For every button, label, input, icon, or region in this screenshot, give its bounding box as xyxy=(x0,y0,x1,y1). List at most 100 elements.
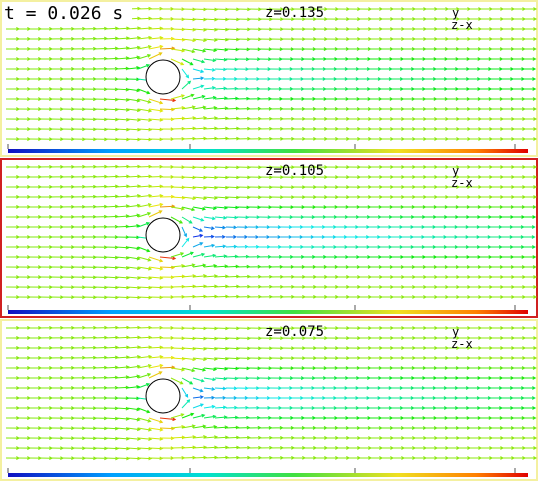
flow-arrow xyxy=(523,366,537,370)
flow-arrow xyxy=(292,235,304,239)
flow-arrow xyxy=(192,367,207,372)
flow-arrow xyxy=(281,235,293,239)
flow-arrow xyxy=(523,225,536,229)
flow-arrow xyxy=(270,235,282,239)
flow-arrow xyxy=(192,424,207,429)
flow-arrow xyxy=(236,244,249,249)
flow-arrow xyxy=(148,371,163,379)
vector-field xyxy=(5,325,538,461)
flow-arrow xyxy=(203,414,217,419)
flow-arrow xyxy=(236,225,249,230)
flow-arrow xyxy=(203,226,215,231)
flow-arrow xyxy=(214,205,229,210)
flow-arrow xyxy=(192,387,204,393)
flow-arrow xyxy=(214,254,228,259)
flow-arrow xyxy=(126,55,141,60)
flow-arrow xyxy=(170,58,185,66)
flow-arrow xyxy=(203,216,216,221)
cylinder xyxy=(145,217,181,253)
flow-arrow xyxy=(523,57,537,61)
flow-arrow xyxy=(115,245,130,250)
flow-arrow xyxy=(192,94,206,100)
flow-arrow xyxy=(148,52,163,60)
axis-side-label: z-x xyxy=(451,337,473,351)
flow-arrow xyxy=(225,264,240,269)
flow-arrow xyxy=(225,215,239,220)
flow-arrow xyxy=(181,412,195,419)
flow-arrow xyxy=(170,94,186,100)
flow-arrow xyxy=(203,264,218,268)
flow-arrow xyxy=(270,396,282,400)
flow-arrow xyxy=(523,47,537,51)
flow-arrow xyxy=(236,396,249,400)
flow-arrow xyxy=(170,216,184,224)
flow-arrow xyxy=(523,67,537,71)
flow-arrow xyxy=(181,80,192,90)
flow-arrow xyxy=(181,237,190,248)
flow-arrow xyxy=(192,377,205,383)
flow-arrow xyxy=(192,263,207,268)
flow-arrow xyxy=(203,48,218,53)
flow-arrow xyxy=(192,226,204,232)
flow-arrow xyxy=(148,44,164,50)
flow-arrow xyxy=(303,225,315,229)
flow-arrow xyxy=(225,205,240,210)
flow-arrow xyxy=(247,244,260,249)
flow-arrow xyxy=(523,275,538,279)
colorbar xyxy=(8,149,528,153)
flow-arrow xyxy=(192,58,206,64)
axis-up-label: y xyxy=(452,164,459,178)
flow-arrow xyxy=(225,106,240,111)
flow-arrow xyxy=(137,54,152,60)
flow-arrow xyxy=(325,225,337,229)
flow-arrow xyxy=(523,285,538,289)
flow-arrow xyxy=(259,396,271,400)
flow-arrow xyxy=(137,407,151,414)
flow-arrow xyxy=(523,416,537,420)
flow-arrow xyxy=(225,415,239,420)
flow-arrow xyxy=(523,386,536,390)
flow-arrow xyxy=(214,386,227,391)
flow-arrow xyxy=(214,96,228,101)
flow-arrow xyxy=(137,256,152,262)
flow-arrow xyxy=(126,98,141,103)
flow-arrow xyxy=(170,413,185,419)
colorbar xyxy=(8,473,528,477)
panel-frame xyxy=(0,319,538,481)
flow-arrow xyxy=(523,185,538,189)
flow-arrow xyxy=(137,212,152,218)
flow-arrow xyxy=(523,336,538,340)
flow-arrow xyxy=(181,424,196,429)
flow-arrow xyxy=(203,243,216,248)
flow-arrow xyxy=(214,405,227,410)
vector-field xyxy=(5,164,538,300)
flow-arrow xyxy=(126,246,141,251)
flow-arrow xyxy=(192,242,204,248)
flow-arrow xyxy=(523,396,536,400)
flow-arrow xyxy=(225,425,240,430)
flow-arrow xyxy=(148,417,164,424)
flow-arrow xyxy=(214,77,227,81)
flow-arrow xyxy=(181,387,189,398)
flow-arrow xyxy=(523,205,537,209)
flow-arrow xyxy=(192,76,205,81)
flow-arrow xyxy=(137,427,153,432)
axis-side-label: z-x xyxy=(451,18,473,32)
flow-arrow xyxy=(137,88,151,95)
flow-arrow xyxy=(369,235,381,239)
flow-arrow xyxy=(159,417,177,422)
flow-arrow xyxy=(115,87,130,92)
flow-arrow xyxy=(225,366,240,371)
flow-arrow xyxy=(137,246,151,253)
flow-arrow xyxy=(214,86,228,91)
flow-arrow xyxy=(126,203,141,208)
flow-arrow xyxy=(203,95,217,100)
flow-arrow xyxy=(115,56,130,61)
flow-arrow xyxy=(225,254,239,259)
flow-arrow xyxy=(115,214,130,219)
flow-arrow xyxy=(192,403,204,409)
flow-arrow xyxy=(225,244,238,249)
flow-arrow xyxy=(181,399,191,409)
flow-arrow xyxy=(523,7,538,11)
flow-arrow xyxy=(269,245,282,249)
